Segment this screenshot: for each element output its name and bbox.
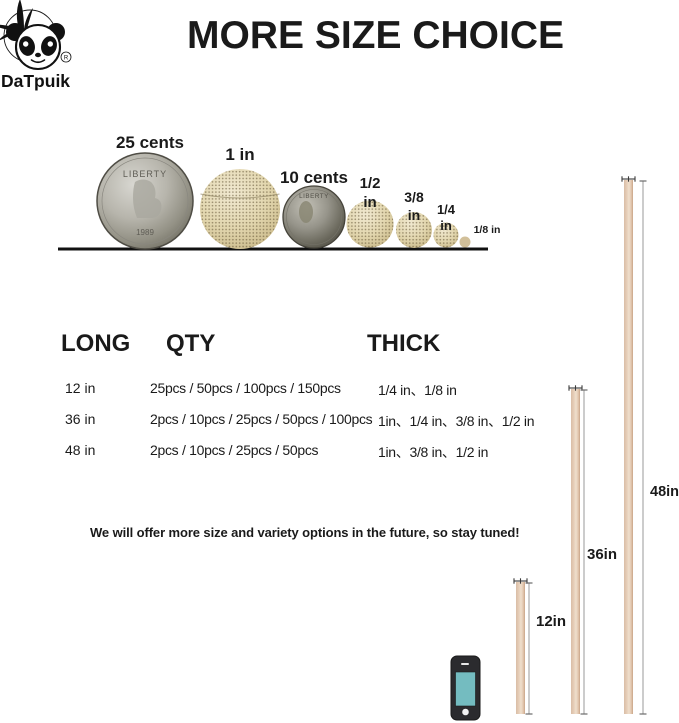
- svg-text:36in: 36in: [587, 546, 617, 563]
- svg-text:48in: 48in: [650, 484, 679, 500]
- svg-text:12in: 12in: [536, 613, 566, 630]
